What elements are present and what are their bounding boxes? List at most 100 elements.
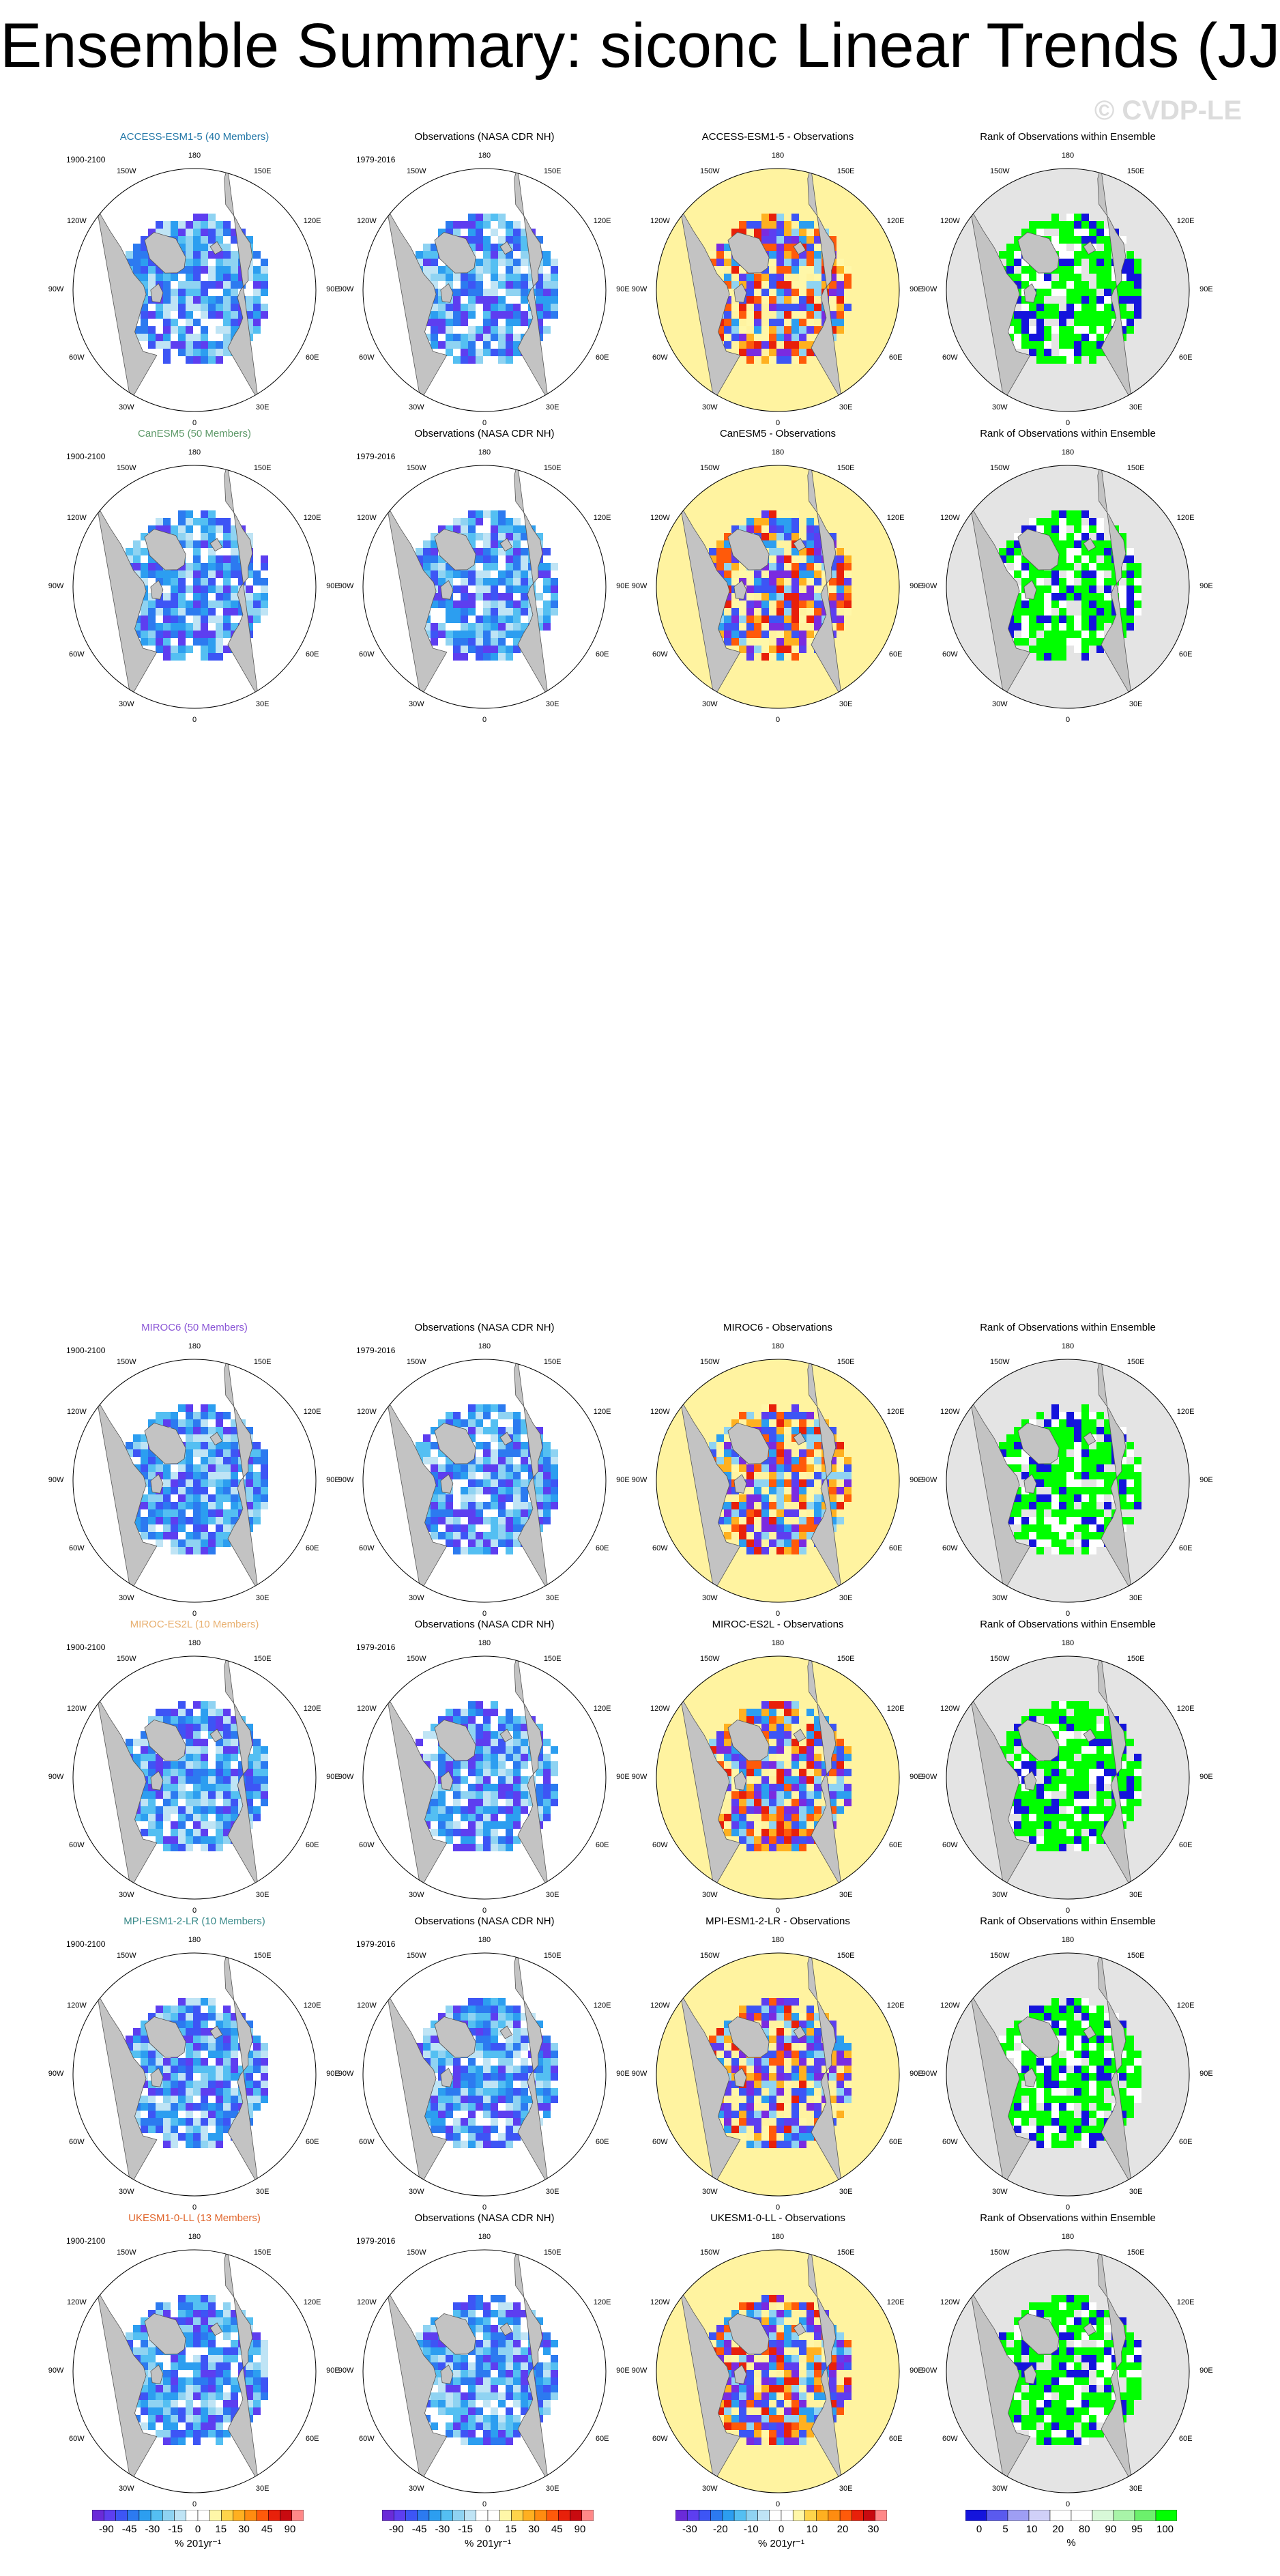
trend-cell <box>461 274 468 281</box>
trend-cell <box>543 1472 551 1479</box>
rank-cell <box>1081 585 1089 593</box>
trend-cell <box>491 638 498 646</box>
trend-cell <box>201 631 208 638</box>
diff-cell <box>784 341 791 349</box>
rank-cell <box>1036 646 1044 653</box>
rank-cell <box>1119 533 1126 540</box>
diff-cell <box>814 1754 821 1761</box>
rank-cell <box>1096 570 1104 578</box>
trend-cell <box>231 1769 238 1776</box>
rank-cell <box>1044 1479 1051 1487</box>
trend-cell <box>193 578 201 585</box>
diff-cell <box>806 540 814 548</box>
trend-cell <box>506 229 513 236</box>
diff-cell <box>724 533 731 540</box>
trend-cell <box>483 510 491 518</box>
rank-cell <box>1021 304 1029 311</box>
trend-cell <box>261 274 268 281</box>
rank-cell <box>1074 1844 1081 1851</box>
diff-cell <box>799 334 806 341</box>
trend-cell <box>186 2141 193 2148</box>
trend-cell <box>438 1502 446 1509</box>
lon-label: 150W <box>699 1358 720 1367</box>
rank-cell <box>1074 1814 1081 1821</box>
diff-cell <box>784 1547 791 1554</box>
trend-cell <box>178 304 186 311</box>
trend-cell <box>551 563 558 570</box>
diff-polar-map <box>656 465 900 709</box>
rank-cell <box>1104 244 1111 251</box>
rank-cell <box>1029 623 1036 631</box>
trend-cell <box>223 600 231 608</box>
trend-cell <box>446 1754 453 1761</box>
rank-cell <box>1104 1502 1111 1509</box>
trend-cell <box>521 1464 528 1472</box>
trend-cell <box>238 578 246 585</box>
rank-cell <box>1066 1761 1074 1769</box>
trend-cell <box>208 341 216 349</box>
trend-cell <box>491 608 498 616</box>
diff-cell <box>799 1419 806 1427</box>
rank-cell <box>1134 563 1141 570</box>
lon-label: 60E <box>1178 1544 1193 1552</box>
rank-cell <box>1029 311 1036 319</box>
diff-cell <box>754 616 761 623</box>
rank-cell <box>1044 1761 1051 1769</box>
trend-cell <box>543 600 551 608</box>
trend-cell <box>156 1754 163 1761</box>
trend-cell <box>468 229 476 236</box>
trend-cell <box>506 326 513 334</box>
trend-cell <box>216 1716 223 1724</box>
trend-cell <box>491 229 498 236</box>
rank-cell <box>1029 304 1036 311</box>
trend-cell <box>171 274 178 281</box>
rank-cell <box>1029 1836 1036 1844</box>
rank-cell <box>1081 563 1089 570</box>
trend-cell <box>201 289 208 296</box>
trend-cell <box>186 1761 193 1769</box>
trend-cell <box>253 1776 261 1784</box>
rank-cell <box>1074 266 1081 274</box>
diff-cell <box>746 356 754 364</box>
rank-cell <box>1119 570 1126 578</box>
trend-cell <box>461 281 468 289</box>
rank-cell <box>1126 1761 1134 1769</box>
lon-label: 120W <box>940 1408 960 1417</box>
trend-cell <box>513 1427 521 1434</box>
rank-cell <box>1036 1539 1044 1547</box>
trend-cell <box>431 1754 438 1761</box>
trend-cell <box>483 578 491 585</box>
trend-cell <box>178 236 186 244</box>
trend-cell <box>491 214 498 221</box>
trend-cell <box>231 259 238 266</box>
rank-cell <box>1014 533 1021 540</box>
diff-cell <box>761 525 769 533</box>
trend-cell <box>216 525 223 533</box>
diff-cell <box>829 1509 837 1517</box>
rank-cell <box>1104 236 1111 244</box>
trend-cell <box>551 1457 558 1464</box>
trend-cell <box>231 1776 238 1784</box>
trend-cell <box>506 1509 513 1517</box>
trend-cell <box>231 1731 238 1739</box>
trend-cell <box>483 1806 491 1814</box>
diff-cell <box>776 1776 784 1784</box>
trend-cell <box>171 1776 178 1784</box>
diff-cell <box>791 548 799 555</box>
trend-cell <box>246 585 253 593</box>
rank-cell <box>1119 608 1126 616</box>
trend-cell <box>246 1517 253 1524</box>
trend-cell <box>483 1479 491 1487</box>
trend-cell <box>483 214 491 221</box>
trend-cell <box>163 646 171 653</box>
rank-cell <box>1081 623 1089 631</box>
trend-cell <box>223 334 231 341</box>
rank-cell <box>1066 274 1074 281</box>
diff-cell <box>799 1532 806 1539</box>
trend-cell <box>551 311 558 319</box>
rank-cell <box>1021 1799 1029 1806</box>
lon-label: 60E <box>595 1544 609 1552</box>
trend-cell <box>223 631 231 638</box>
rank-cell <box>1066 1412 1074 1419</box>
diff-cell <box>837 274 844 281</box>
